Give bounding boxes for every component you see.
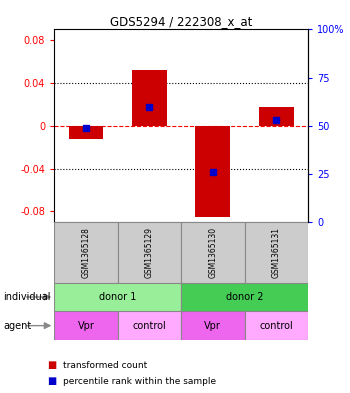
- Bar: [195, 126, 230, 217]
- Text: control: control: [259, 321, 293, 331]
- Bar: [118, 222, 181, 283]
- Text: GSM1365129: GSM1365129: [145, 227, 154, 278]
- Text: GSM1365131: GSM1365131: [272, 227, 281, 278]
- Text: agent: agent: [4, 321, 32, 331]
- Text: individual: individual: [4, 292, 51, 302]
- Bar: [54, 311, 118, 340]
- Bar: [181, 222, 245, 283]
- Text: GSM1365128: GSM1365128: [82, 227, 90, 278]
- Text: Vpr: Vpr: [78, 321, 94, 331]
- Bar: [181, 283, 308, 311]
- Text: control: control: [133, 321, 166, 331]
- Text: Vpr: Vpr: [204, 321, 221, 331]
- Text: ■: ■: [47, 360, 56, 371]
- Title: GDS5294 / 222308_x_at: GDS5294 / 222308_x_at: [110, 15, 252, 28]
- Bar: [54, 283, 181, 311]
- Text: transformed count: transformed count: [63, 361, 147, 370]
- Bar: [259, 107, 294, 126]
- Bar: [132, 70, 167, 126]
- Text: GSM1365130: GSM1365130: [208, 227, 217, 278]
- Bar: [245, 222, 308, 283]
- Bar: [245, 311, 308, 340]
- Bar: [69, 126, 103, 139]
- Bar: [118, 311, 181, 340]
- Bar: [54, 222, 118, 283]
- Text: percentile rank within the sample: percentile rank within the sample: [63, 377, 216, 386]
- Text: donor 1: donor 1: [99, 292, 136, 302]
- Bar: [181, 311, 245, 340]
- Text: donor 2: donor 2: [226, 292, 263, 302]
- Text: ■: ■: [47, 376, 56, 386]
